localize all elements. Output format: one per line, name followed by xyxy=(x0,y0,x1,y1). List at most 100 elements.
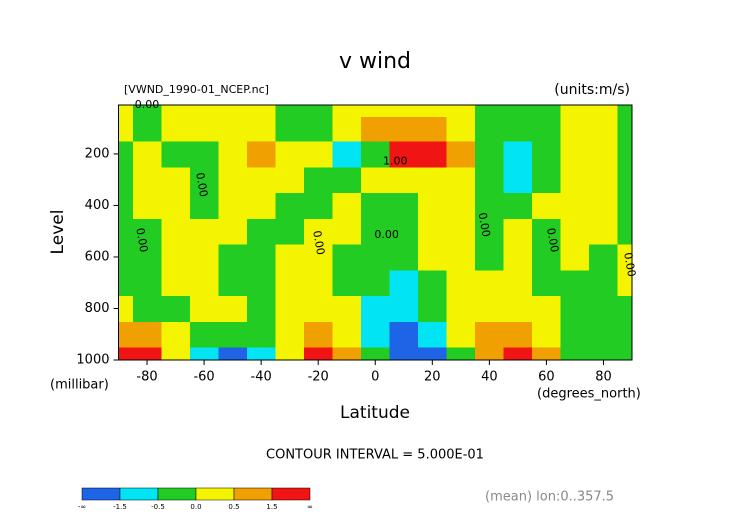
contour-cell xyxy=(246,347,277,361)
contour-cell xyxy=(418,105,448,118)
contour-cell xyxy=(617,166,633,194)
contour-cell xyxy=(446,218,476,245)
contour-cell xyxy=(218,105,248,118)
contour-cell xyxy=(589,321,619,348)
contour-cell xyxy=(118,347,134,361)
contour-cell xyxy=(132,321,162,348)
contour-cell xyxy=(418,295,448,322)
contour-cell xyxy=(161,166,191,194)
contour-cell xyxy=(418,244,448,271)
contour-cell xyxy=(189,295,219,322)
contour-cell xyxy=(332,218,362,245)
contour-cell xyxy=(275,192,305,219)
contour-cell xyxy=(303,105,334,118)
contour-cell xyxy=(589,244,619,271)
contour-cell xyxy=(246,269,277,297)
contour-cell xyxy=(132,244,162,271)
contour-cell xyxy=(560,295,590,322)
contour-cell xyxy=(303,269,334,297)
contour-cell xyxy=(218,141,248,168)
contour-cell xyxy=(617,347,633,361)
contour-cell xyxy=(246,116,277,142)
contour-cell xyxy=(360,116,391,142)
contour-cell xyxy=(189,321,219,348)
contour-cell xyxy=(617,218,633,245)
contour-cell xyxy=(389,321,419,348)
contour-cell xyxy=(475,192,505,219)
contour-cell xyxy=(560,166,590,194)
contour-cell xyxy=(161,116,191,142)
contour-cell xyxy=(503,244,533,271)
contour-label: 0.00 xyxy=(621,251,638,277)
contour-cell xyxy=(161,244,191,271)
contour-cell xyxy=(275,141,305,168)
y-tick-label: 600 xyxy=(85,249,110,264)
contour-field xyxy=(118,105,633,361)
contour-label: 0.00 xyxy=(310,230,327,256)
x-tick-label: -60 xyxy=(193,370,214,385)
colorbar-label: ∞ xyxy=(307,503,313,511)
contour-cell xyxy=(275,116,305,142)
contour-cell xyxy=(189,269,219,297)
contour-cell xyxy=(389,269,419,297)
contour-cell xyxy=(589,269,619,297)
colorbar-label: 0.5 xyxy=(228,503,239,511)
contour-cell xyxy=(532,141,562,168)
contour-cell xyxy=(532,269,562,297)
contour-cell xyxy=(303,116,334,142)
contour-cell xyxy=(560,269,590,297)
colorbar-box xyxy=(157,487,197,501)
contour-cell xyxy=(532,192,562,219)
contour-cell xyxy=(475,105,505,118)
contour-label: 0.00 xyxy=(544,227,561,253)
contour-cell xyxy=(418,218,448,245)
contour-cell xyxy=(303,218,334,245)
x-tick-label: -40 xyxy=(251,370,272,385)
contour-cell xyxy=(332,105,362,118)
x-tick-label: 0 xyxy=(371,370,379,385)
contour-cell xyxy=(589,105,619,118)
contour-cell xyxy=(275,269,305,297)
contour-cell xyxy=(589,347,619,361)
contour-cell xyxy=(118,116,134,142)
contour-cell xyxy=(360,321,391,348)
contour-label: 0.00 xyxy=(193,172,210,198)
contour-cell xyxy=(161,105,191,118)
contour-cell xyxy=(246,218,277,245)
contour-cell xyxy=(218,218,248,245)
contour-cell xyxy=(589,218,619,245)
contour-cell xyxy=(446,347,476,361)
contour-cell xyxy=(389,347,419,361)
contour-cell xyxy=(560,347,590,361)
contour-cell xyxy=(332,295,362,322)
contour-cell xyxy=(560,218,590,245)
contour-cell xyxy=(189,116,219,142)
x-tick-label: 40 xyxy=(481,370,498,385)
footer: (mean) lon:0..357.5 xyxy=(485,490,614,505)
contour-label: 0.00 xyxy=(374,228,399,241)
contour-label: 1.00 xyxy=(383,155,408,168)
contour-cell xyxy=(118,244,134,271)
contour-cell xyxy=(360,295,391,322)
contour-cell xyxy=(132,192,162,219)
x-tick-label: 80 xyxy=(595,370,612,385)
contour-cell xyxy=(218,321,248,348)
contour-cell xyxy=(246,244,277,271)
contour-cell xyxy=(560,244,590,271)
contour-cell xyxy=(617,141,633,168)
contour-cell xyxy=(275,321,305,348)
contour-cell xyxy=(532,218,562,245)
contour-cell xyxy=(617,105,633,118)
contour-cell xyxy=(560,141,590,168)
colorbar-label: -0.5 xyxy=(151,503,165,511)
contour-cell xyxy=(189,141,219,168)
contour-cell xyxy=(275,218,305,245)
contour-cell xyxy=(132,166,162,194)
contour-cell xyxy=(589,166,619,194)
chart-title: v wind xyxy=(339,49,411,74)
contour-cell xyxy=(360,347,391,361)
contour-cell xyxy=(303,166,334,194)
contour-cell xyxy=(332,269,362,297)
contour-cell xyxy=(275,244,305,271)
contour-cell xyxy=(246,321,277,348)
